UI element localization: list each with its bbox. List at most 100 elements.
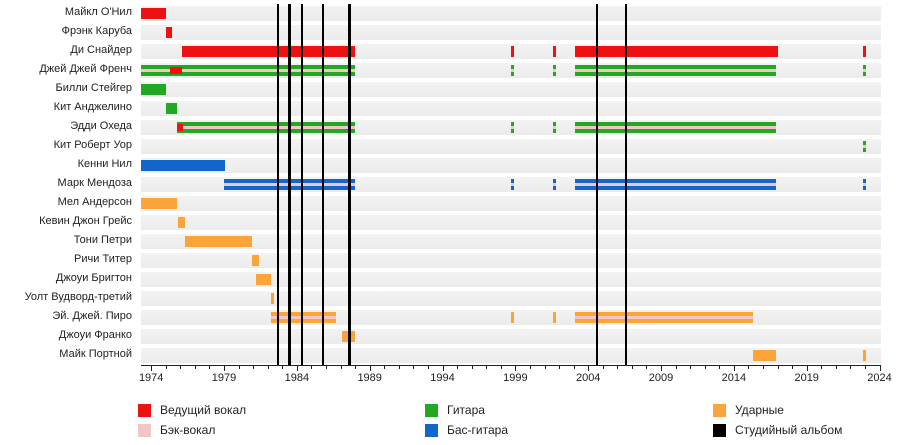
axis-tick: [253, 366, 255, 369]
axis-tick: [457, 366, 459, 369]
axis-tick: [690, 366, 692, 369]
member-label: Тони Петри: [73, 234, 132, 246]
backing-vocals-stripe: [177, 126, 356, 129]
legend-label-lead-vocals: Ведущий вокал: [160, 403, 247, 417]
backing-vocals-stripe: [271, 316, 337, 319]
one-off-event-tick: [510, 312, 514, 323]
one-off-event-tick: [553, 179, 557, 190]
tenure-segment: [141, 198, 178, 209]
studio-album-line: [288, 4, 291, 365]
axis-tick: [602, 366, 604, 369]
backing-vocals-stripe: [553, 183, 557, 186]
member-label: Уолт Вудворд-третий: [24, 291, 132, 303]
tenure-segment: [141, 84, 166, 95]
legend-label-drums: Ударные: [735, 403, 784, 417]
row-track: [141, 234, 881, 249]
axis-tick: [165, 366, 167, 369]
axis-tick-label: 2009: [648, 372, 674, 384]
axis-tick: [792, 366, 794, 369]
row-track: [141, 82, 881, 97]
axis-tick: [296, 366, 298, 371]
axis-tick: [486, 366, 488, 369]
axis-tick: [835, 366, 837, 369]
axis-tick: [631, 366, 633, 369]
one-off-event-tick: [510, 65, 514, 76]
axis-tick-label: 2019: [794, 372, 819, 384]
one-off-event-tick: [553, 65, 557, 76]
axis-tick: [777, 366, 779, 369]
axis-tick: [413, 366, 415, 369]
axis-tick: [238, 366, 240, 369]
one-off-event-tick: [863, 46, 867, 57]
tenure-segment: [181, 46, 356, 57]
axis-tick-label: 1974: [138, 372, 164, 384]
axis-tick: [180, 366, 182, 369]
axis-tick-label: 1979: [211, 372, 237, 384]
one-off-event-tick: [270, 293, 274, 304]
axis-tick: [500, 366, 502, 369]
one-off-event-tick: [863, 179, 867, 190]
tenure-segment: [575, 46, 778, 57]
axis-tick: [267, 366, 269, 369]
legend-label-backing-vocals: Бэк-вокал: [160, 423, 216, 437]
bass-swatch: [425, 424, 438, 437]
tenure-segment: [575, 179, 777, 190]
axis-tick: [340, 366, 342, 369]
backing-vocals-stripe: [553, 126, 557, 129]
axis-tick: [544, 366, 546, 369]
tenure-segment: [141, 65, 356, 76]
axis-tick: [661, 366, 663, 371]
lead-vocals-overlay: [170, 67, 182, 74]
row-track: [141, 196, 881, 211]
member-label: Марк Мендоза: [57, 177, 132, 189]
member-label: Джей Джей Френч: [39, 63, 132, 75]
axis-tick-label: 1984: [284, 372, 310, 384]
member-label: Майк Портной: [59, 348, 132, 360]
axis-tick: [384, 366, 386, 369]
member-label: Эдди Охеда: [70, 120, 132, 132]
axis-tick: [675, 366, 677, 369]
one-off-event-tick: [863, 141, 867, 152]
row-track: [141, 253, 881, 268]
axis-tick: [821, 366, 823, 369]
row-track: [141, 291, 881, 306]
row-track: [141, 329, 881, 344]
backing-vocals-stripe: [575, 183, 777, 186]
axis-tick: [311, 366, 313, 369]
axis-tick: [355, 366, 357, 369]
tenure-segment: [184, 236, 252, 247]
axis-tick: [282, 366, 284, 369]
tenure-segment: [141, 160, 225, 171]
row-track: [141, 272, 881, 287]
backing-vocals-stripe: [863, 69, 867, 72]
one-off-event-tick: [863, 65, 867, 76]
member-label: Ричи Титер: [74, 253, 132, 265]
row-track: [141, 6, 881, 21]
tenure-segment: [575, 65, 777, 76]
backing-vocals-stripe: [863, 145, 867, 148]
axis-tick: [194, 366, 196, 369]
one-off-event-tick: [510, 179, 514, 190]
axis-tick: [646, 366, 648, 369]
backing-vocals-stripe: [510, 69, 514, 72]
backing-vocals-stripe: [553, 69, 557, 72]
axis-tick: [529, 366, 531, 369]
axis-tick: [617, 366, 619, 369]
studio-album-line: [321, 4, 325, 365]
axis-tick: [763, 366, 764, 369]
member-label: Фрэнк Каруба: [61, 25, 132, 37]
member-label: Билли Стейгер: [55, 82, 132, 94]
member-label: Кевин Джон Грейс: [39, 215, 132, 227]
tenure-segment: [256, 274, 272, 285]
legend-label-studio-album: Студийный альбом: [735, 423, 843, 437]
backing-vocals-swatch: [138, 424, 151, 437]
axis-tick: [559, 366, 561, 369]
axis-tick: [748, 366, 750, 369]
lead-vocals-overlay: [177, 124, 183, 131]
axis-tick-label: 2014: [721, 372, 747, 384]
axis-tick-label: 2024: [867, 372, 892, 384]
member-label: Джоуи Бригтон: [55, 272, 132, 284]
axis-tick: [369, 366, 371, 371]
axis-tick: [515, 366, 517, 371]
